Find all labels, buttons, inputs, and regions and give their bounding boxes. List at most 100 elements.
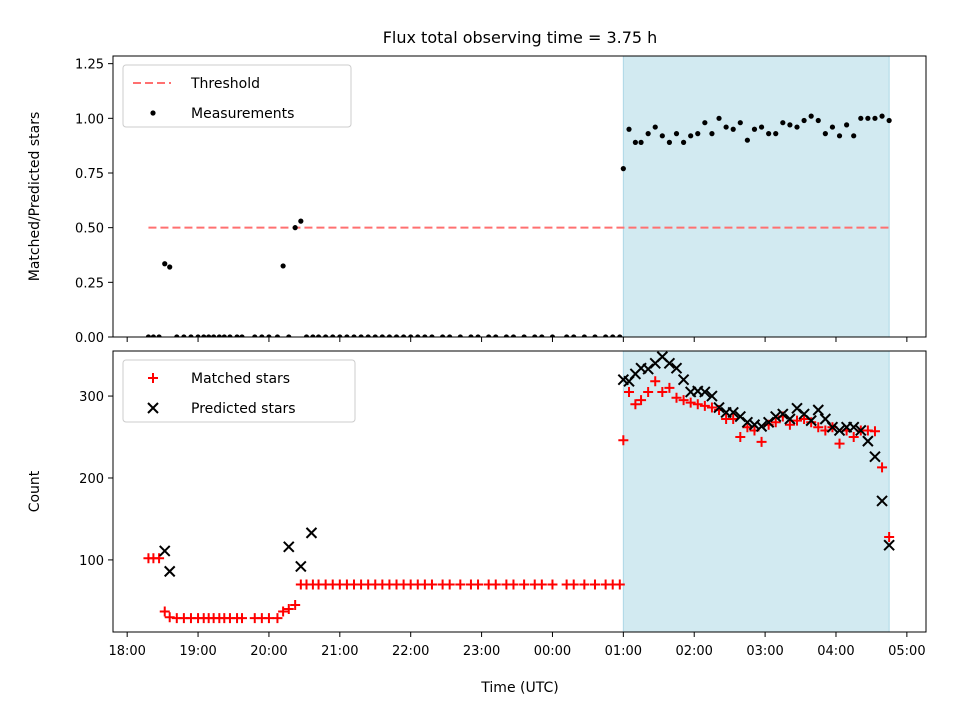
data-point: [521, 334, 527, 337]
data-point: [237, 613, 248, 624]
data-point: [323, 334, 329, 337]
data-point: [801, 117, 807, 124]
data-point: [145, 334, 152, 337]
y-tick-label: 0.25: [75, 276, 104, 291]
data-point: [872, 115, 878, 121]
x-tick-label: 18:00: [108, 644, 145, 659]
legend-box: [122, 64, 352, 128]
data-point: [862, 435, 874, 447]
data-point: [851, 133, 857, 139]
data-point: [886, 117, 892, 124]
data-point: [751, 126, 758, 132]
plot-area-0: [145, 56, 892, 337]
data-point: [735, 432, 746, 443]
data-point: [344, 334, 350, 337]
y-tick-label: 0.75: [75, 167, 104, 182]
data-point: [283, 541, 295, 553]
plot-area-1: [143, 351, 895, 632]
x-tick-label: 21:00: [321, 644, 358, 659]
data-point: [869, 426, 880, 437]
data-point: [167, 264, 173, 270]
chart-title: Flux total observing time = 3.75 h: [383, 28, 658, 47]
data-point: [473, 579, 484, 590]
data-point: [579, 579, 590, 590]
data-point: [415, 334, 421, 337]
data-point: [310, 334, 316, 337]
data-point: [571, 334, 577, 337]
data-point: [617, 334, 623, 337]
data-point: [834, 438, 845, 449]
data-point: [206, 334, 212, 337]
data-point: [755, 420, 768, 433]
data-point: [174, 334, 180, 337]
data-point: [386, 334, 393, 337]
data-point: [493, 334, 499, 337]
data-point: [408, 334, 414, 337]
data-point: [274, 334, 281, 337]
data-point: [688, 133, 694, 139]
data-point: [154, 553, 165, 564]
x-tick-label: 04:00: [817, 644, 854, 659]
x-tick-label: 05:00: [888, 644, 925, 659]
data-point: [822, 131, 828, 137]
data-point: [652, 124, 658, 130]
data-point: [865, 115, 871, 121]
data-point: [549, 334, 556, 337]
data-point: [848, 432, 859, 443]
data-point: [869, 450, 881, 463]
y-tick-label: 0.50: [75, 222, 104, 237]
data-point: [568, 579, 579, 590]
data-point: [468, 334, 474, 337]
data-point: [692, 399, 703, 410]
data-point: [227, 334, 233, 337]
data-point: [877, 462, 888, 473]
data-point: [671, 392, 682, 403]
data-point: [699, 386, 711, 398]
data-point: [744, 137, 750, 143]
data-point: [351, 334, 357, 337]
data-point: [883, 539, 895, 551]
data-point: [532, 334, 538, 337]
data-point: [201, 334, 207, 337]
data-point: [844, 122, 850, 128]
data-point: [564, 334, 570, 337]
data-point: [666, 139, 673, 145]
x-tick-label: 02:00: [675, 644, 712, 659]
data-point: [162, 261, 168, 267]
data-point: [181, 334, 187, 337]
x-tick-label: 22:00: [392, 644, 429, 659]
data-point: [156, 334, 162, 337]
data-point: [290, 599, 301, 610]
data-point: [664, 382, 675, 393]
y-tick-label: 0.00: [75, 331, 104, 346]
data-point: [826, 421, 839, 433]
data-point: [630, 399, 641, 410]
data-point: [673, 131, 680, 137]
data-point: [620, 166, 626, 172]
data-point: [876, 495, 888, 507]
x-tick-label: 19:00: [179, 644, 216, 659]
data-point: [292, 225, 298, 231]
data-point: [280, 263, 286, 269]
data-point: [444, 579, 455, 590]
data-point: [794, 124, 800, 130]
data-point: [643, 386, 654, 397]
data-point: [503, 334, 509, 337]
data-point: [447, 334, 453, 337]
data-point: [636, 395, 647, 406]
data-point: [195, 334, 201, 337]
data-point: [632, 139, 638, 145]
data-point: [303, 334, 310, 337]
data-point: [539, 334, 545, 337]
data-point: [847, 421, 860, 433]
data-point: [475, 334, 481, 337]
data-point: [439, 334, 446, 337]
data-point: [298, 218, 304, 224]
data-point: [490, 579, 501, 590]
data-point: [259, 334, 265, 337]
data-point: [510, 334, 517, 337]
data-point: [589, 579, 600, 590]
data-point: [777, 408, 789, 420]
data-point: [148, 373, 158, 383]
y-tick-label: 100: [79, 554, 104, 569]
